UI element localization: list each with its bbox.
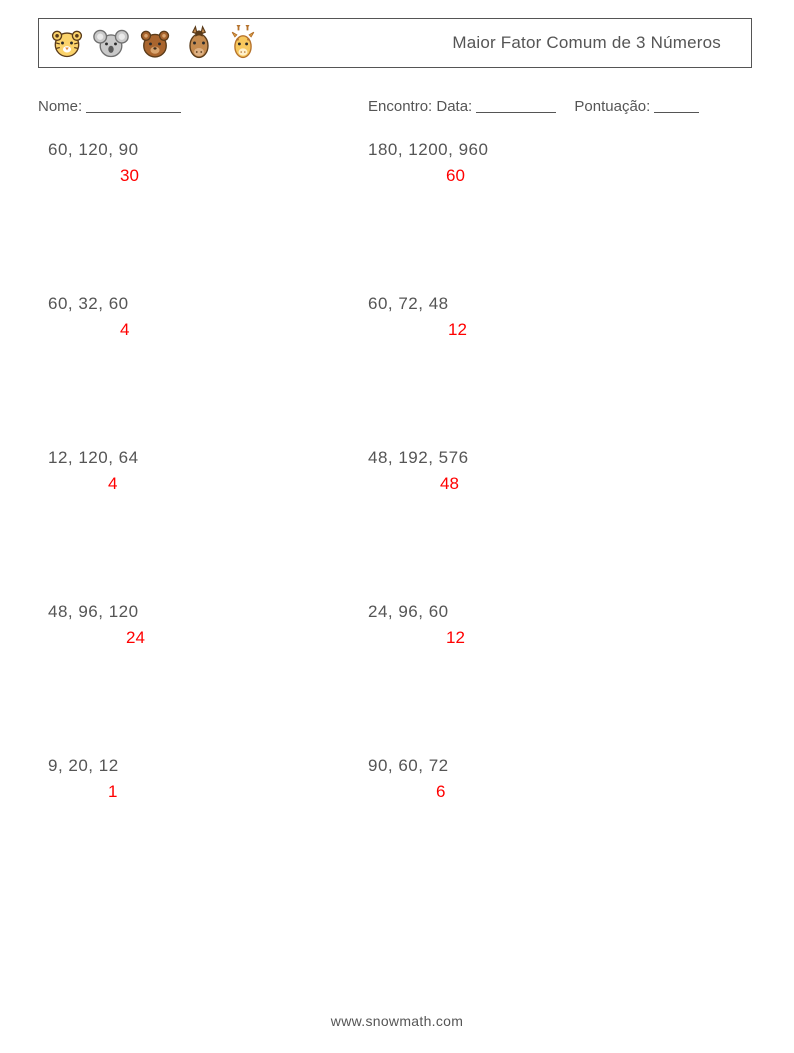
problem-question: 12, 120, 64 <box>48 448 368 468</box>
problem-cell: 60, 72, 48 12 <box>368 294 688 340</box>
date-blank[interactable] <box>476 97 556 113</box>
problem-answer: 6 <box>368 782 688 802</box>
score-field: Pontuação: <box>574 95 699 115</box>
problem-row: 12, 120, 64 448, 192, 576 48 <box>48 448 748 494</box>
info-row: Nome: Encontro: Data: Pontuação: <box>38 95 752 115</box>
problem-question: 24, 96, 60 <box>368 602 688 622</box>
problem-question: 9, 20, 12 <box>48 756 368 776</box>
header-box: Maior Fator Comum de 3 Números <box>38 18 752 68</box>
problem-cell: 180, 1200, 960 60 <box>368 140 688 186</box>
problem-answer: 4 <box>48 474 368 494</box>
problem-question: 60, 120, 90 <box>48 140 368 160</box>
problem-answer: 30 <box>48 166 368 186</box>
bear-icon <box>137 25 173 61</box>
worksheet-page: Maior Fator Comum de 3 Números Nome: Enc… <box>0 0 794 1053</box>
date-label: Encontro: Data: <box>368 98 472 115</box>
koala-icon <box>93 25 129 61</box>
score-label: Pontuação: <box>574 98 650 115</box>
name-field: Nome: <box>38 95 368 115</box>
problem-answer: 1 <box>48 782 368 802</box>
name-label: Nome: <box>38 98 82 115</box>
problem-question: 60, 72, 48 <box>368 294 688 314</box>
problems-grid: 60, 120, 90 30180, 1200, 960 60 60, 32, 60 4… <box>48 140 748 910</box>
problem-cell: 60, 120, 90 30 <box>48 140 368 186</box>
problem-question: 60, 32, 60 <box>48 294 368 314</box>
problem-answer: 4 <box>48 320 368 340</box>
problem-row: 9, 20, 12 190, 60, 72 6 <box>48 756 748 802</box>
problem-answer: 60 <box>368 166 688 186</box>
footer-text: www.snowmath.com <box>0 1013 794 1029</box>
problem-question: 180, 1200, 960 <box>368 140 688 160</box>
problem-answer: 12 <box>368 320 688 340</box>
problem-cell: 12, 120, 64 4 <box>48 448 368 494</box>
problem-cell: 24, 96, 60 12 <box>368 602 688 648</box>
problem-cell: 90, 60, 72 6 <box>368 756 688 802</box>
name-blank[interactable] <box>86 97 181 113</box>
problem-answer: 24 <box>48 628 368 648</box>
problem-row: 60, 32, 60 460, 72, 48 12 <box>48 294 748 340</box>
giraffe-icon <box>225 25 261 61</box>
header-icons <box>49 25 261 61</box>
problem-row: 60, 120, 90 30180, 1200, 960 60 <box>48 140 748 186</box>
problem-question: 48, 192, 576 <box>368 448 688 468</box>
problem-answer: 12 <box>368 628 688 648</box>
score-blank[interactable] <box>654 97 699 113</box>
header-title: Maior Fator Comum de 3 Números <box>452 33 721 53</box>
tiger-icon <box>49 25 85 61</box>
problem-cell: 48, 192, 576 48 <box>368 448 688 494</box>
problem-row: 48, 96, 120 2424, 96, 60 12 <box>48 602 748 648</box>
problem-question: 48, 96, 120 <box>48 602 368 622</box>
problem-question: 90, 60, 72 <box>368 756 688 776</box>
horse-icon <box>181 25 217 61</box>
problem-cell: 48, 96, 120 24 <box>48 602 368 648</box>
problem-answer: 48 <box>368 474 688 494</box>
problem-cell: 9, 20, 12 1 <box>48 756 368 802</box>
date-field: Encontro: Data: <box>368 95 556 115</box>
problem-cell: 60, 32, 60 4 <box>48 294 368 340</box>
